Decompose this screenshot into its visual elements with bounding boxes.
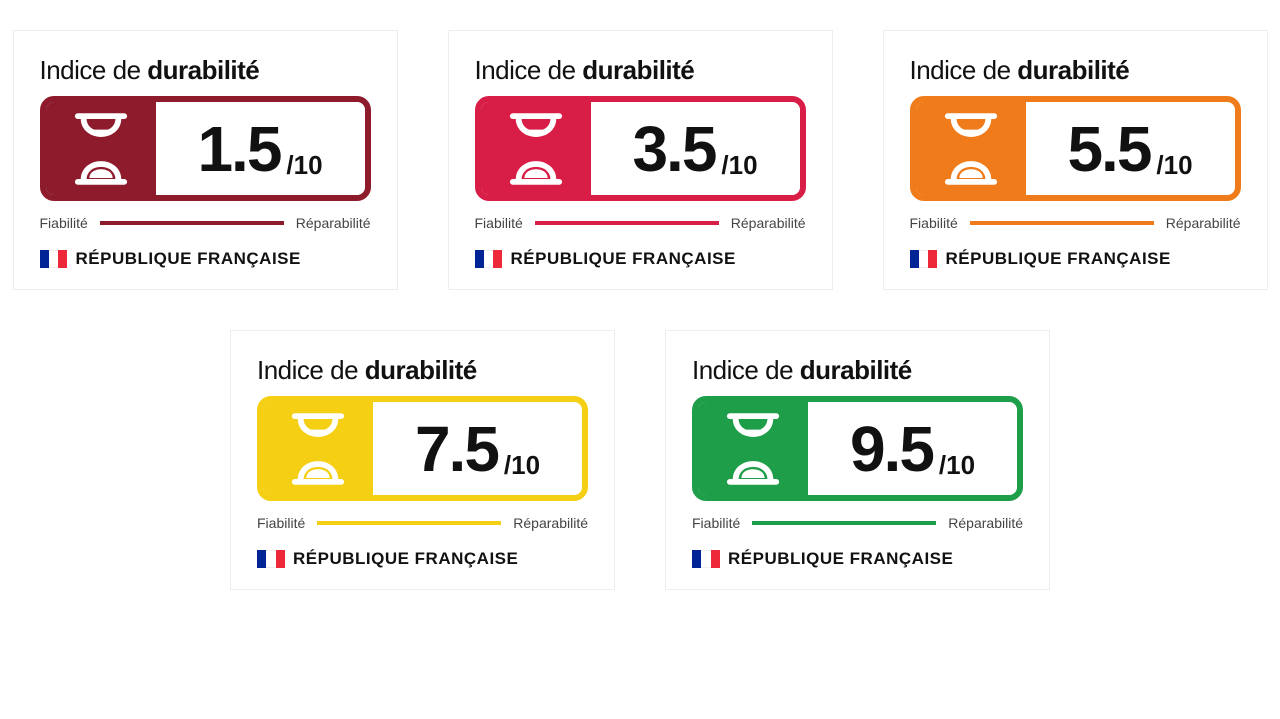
- republic-text: RÉPUBLIQUE FRANÇAISE: [728, 549, 953, 569]
- sub-left-label: Fiabilité: [257, 515, 305, 531]
- title-word: durabilité: [800, 355, 912, 385]
- score-panel: 3.5 /10: [591, 102, 800, 195]
- score-panel: 7.5 /10: [373, 402, 582, 495]
- label-grid: Indice de durabilité 1.5 /10 Fiabilité: [0, 0, 1280, 620]
- score-outof: /10: [939, 450, 975, 481]
- republic-row: RÉPUBLIQUE FRANÇAISE: [692, 549, 1023, 569]
- republic-row: RÉPUBLIQUE FRANÇAISE: [257, 549, 588, 569]
- title-word: durabilité: [147, 55, 259, 85]
- sub-left-label: Fiabilité: [910, 215, 958, 231]
- title-word: durabilité: [1017, 55, 1129, 85]
- card-title: Indice de durabilité: [40, 55, 371, 86]
- sub-right-label: Réparabilité: [296, 215, 371, 231]
- republic-row: RÉPUBLIQUE FRANÇAISE: [910, 249, 1241, 269]
- republic-text: RÉPUBLIQUE FRANÇAISE: [946, 249, 1171, 269]
- score-badge: 9.5 /10: [692, 396, 1023, 501]
- sub-indicators: Fiabilité Réparabilité: [692, 515, 1023, 531]
- title-prefix: Indice de: [257, 355, 365, 385]
- french-flag-icon: [40, 250, 68, 268]
- title-word: durabilité: [365, 355, 477, 385]
- sub-indicators: Fiabilité Réparabilité: [40, 215, 371, 231]
- republic-row: RÉPUBLIQUE FRANÇAISE: [40, 249, 371, 269]
- hourglass-icon: [481, 102, 591, 195]
- title-prefix: Indice de: [910, 55, 1018, 85]
- card-title: Indice de durabilité: [475, 55, 806, 86]
- title-word: durabilité: [582, 55, 694, 85]
- score-value: 5.5: [1067, 117, 1150, 181]
- republic-row: RÉPUBLIQUE FRANÇAISE: [475, 249, 806, 269]
- republic-text: RÉPUBLIQUE FRANÇAISE: [293, 549, 518, 569]
- score-value: 1.5: [197, 117, 280, 181]
- score-badge: 3.5 /10: [475, 96, 806, 201]
- sub-left-label: Fiabilité: [40, 215, 88, 231]
- score-outof: /10: [286, 150, 322, 181]
- durability-card: Indice de durabilité 1.5 /10 Fiabilité: [13, 30, 398, 290]
- card-title: Indice de durabilité: [257, 355, 588, 386]
- sub-right-label: Réparabilité: [1166, 215, 1241, 231]
- indicator-bar: [317, 521, 501, 525]
- score-value: 7.5: [415, 417, 498, 481]
- indicator-bar: [100, 221, 284, 225]
- sub-right-label: Réparabilité: [731, 215, 806, 231]
- score-panel: 1.5 /10: [156, 102, 365, 195]
- hourglass-icon: [46, 102, 156, 195]
- sub-indicators: Fiabilité Réparabilité: [257, 515, 588, 531]
- sub-left-label: Fiabilité: [692, 515, 740, 531]
- title-prefix: Indice de: [692, 355, 800, 385]
- sub-indicators: Fiabilité Réparabilité: [910, 215, 1241, 231]
- score-value: 3.5: [632, 117, 715, 181]
- republic-text: RÉPUBLIQUE FRANÇAISE: [76, 249, 301, 269]
- card-title: Indice de durabilité: [692, 355, 1023, 386]
- french-flag-icon: [692, 550, 720, 568]
- score-outof: /10: [504, 450, 540, 481]
- score-outof: /10: [721, 150, 757, 181]
- indicator-bar: [970, 221, 1154, 225]
- sub-indicators: Fiabilité Réparabilité: [475, 215, 806, 231]
- sub-right-label: Réparabilité: [513, 515, 588, 531]
- score-badge: 1.5 /10: [40, 96, 371, 201]
- sub-left-label: Fiabilité: [475, 215, 523, 231]
- durability-card: Indice de durabilité 3.5 /10 Fiabilité: [448, 30, 833, 290]
- score-panel: 5.5 /10: [1026, 102, 1235, 195]
- score-outof: /10: [1156, 150, 1192, 181]
- card-title: Indice de durabilité: [910, 55, 1241, 86]
- french-flag-icon: [475, 250, 503, 268]
- title-prefix: Indice de: [40, 55, 148, 85]
- score-badge: 7.5 /10: [257, 396, 588, 501]
- title-prefix: Indice de: [475, 55, 583, 85]
- indicator-bar: [535, 221, 719, 225]
- hourglass-icon: [263, 402, 373, 495]
- score-value: 9.5: [850, 417, 933, 481]
- french-flag-icon: [910, 250, 938, 268]
- score-panel: 9.5 /10: [808, 402, 1017, 495]
- durability-card: Indice de durabilité 7.5 /10 Fiabilité: [230, 330, 615, 590]
- sub-right-label: Réparabilité: [948, 515, 1023, 531]
- durability-card: Indice de durabilité 9.5 /10 Fiabilité: [665, 330, 1050, 590]
- republic-text: RÉPUBLIQUE FRANÇAISE: [511, 249, 736, 269]
- durability-card: Indice de durabilité 5.5 /10 Fiabilité: [883, 30, 1268, 290]
- score-badge: 5.5 /10: [910, 96, 1241, 201]
- indicator-bar: [752, 521, 936, 525]
- french-flag-icon: [257, 550, 285, 568]
- hourglass-icon: [916, 102, 1026, 195]
- hourglass-icon: [698, 402, 808, 495]
